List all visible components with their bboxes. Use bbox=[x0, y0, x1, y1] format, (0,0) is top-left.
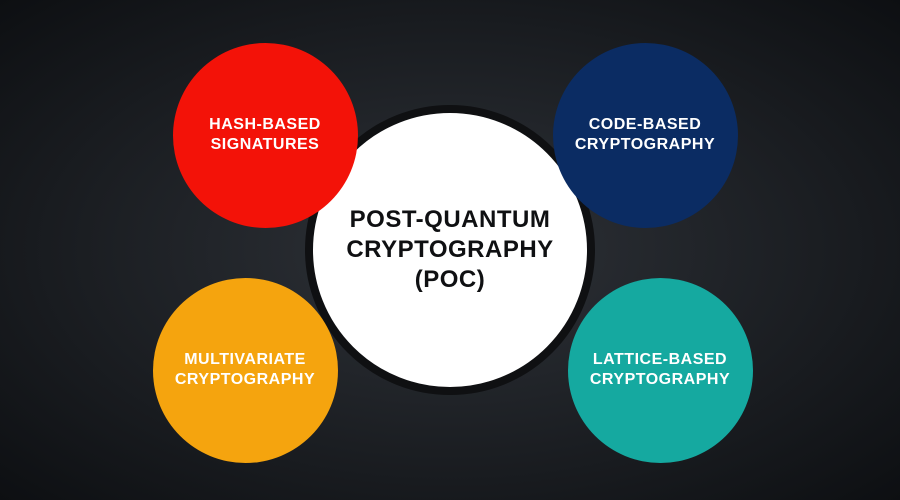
center-label: POST-QUANTUM CRYPTOGRAPHY (POC) bbox=[346, 205, 553, 295]
satellite-code: CODE-BASED CRYPTOGRAPHY bbox=[553, 43, 738, 228]
satellite-multivariate-label: MULTIVARIATE CRYPTOGRAPHY bbox=[175, 350, 315, 390]
satellite-multivariate: MULTIVARIATE CRYPTOGRAPHY bbox=[153, 278, 338, 463]
satellite-hash: HASH-BASED SIGNATURES bbox=[173, 43, 358, 228]
satellite-hash-label: HASH-BASED SIGNATURES bbox=[209, 115, 321, 155]
satellite-lattice: LATTICE-BASED CRYPTOGRAPHY bbox=[568, 278, 753, 463]
diagram-canvas: POST-QUANTUM CRYPTOGRAPHY (POC) HASH-BAS… bbox=[0, 0, 900, 500]
satellite-code-label: CODE-BASED CRYPTOGRAPHY bbox=[575, 115, 715, 155]
satellite-lattice-label: LATTICE-BASED CRYPTOGRAPHY bbox=[590, 350, 730, 390]
